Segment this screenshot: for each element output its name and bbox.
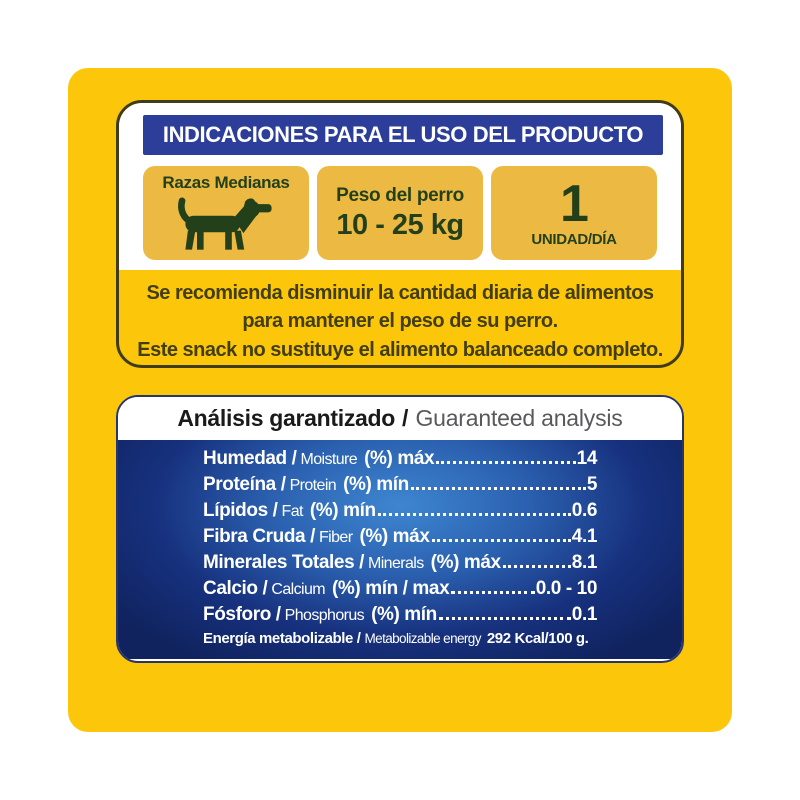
row-name-es: Proteína / (203, 474, 286, 495)
dot-leader (438, 617, 571, 620)
row-value: 4.1 (571, 526, 598, 547)
row-name-es: Humedad / (203, 448, 297, 469)
dot-leader (410, 487, 586, 490)
row-name-en: Moisture (300, 451, 358, 468)
package-background: INDICACIONES PARA EL USO DEL PRODUCTO Ra… (68, 68, 732, 732)
daily-unit-box: 1 UNIDAD/DÍA (491, 166, 657, 260)
table-row: Calcio / Calcium (%) mín / max 0.0 - 10 (203, 578, 597, 604)
row-name-en: Fat (281, 503, 304, 520)
row-name-es: Minerales Totales / (203, 552, 364, 573)
recommendation-line: para mantener el peso de su perro. (242, 310, 558, 333)
row-value: 5 (586, 474, 598, 495)
row-name-en: Protein (289, 477, 337, 494)
row-name-en: Calcium (271, 581, 325, 598)
row-spec: (%) mín (371, 604, 437, 625)
table-row: Fósforo / Phosphorus (%) mín 0.1 (203, 604, 597, 630)
analysis-title-es: Análisis garantizado (177, 405, 396, 431)
analysis-table: Humedad / Moisture (%) máx 14 Proteína /… (118, 440, 682, 659)
recommendation-line: Se recomienda disminuir la cantidad diar… (146, 282, 654, 304)
row-value: 0.1 (571, 604, 598, 625)
daily-unit-value: 1 (560, 175, 589, 233)
analysis-card: Análisis garantizado / Guaranteed analys… (116, 395, 684, 663)
usage-card: INDICACIONES PARA EL USO DEL PRODUCTO Ra… (116, 100, 684, 368)
weight-box-title: Peso del perro (336, 184, 464, 206)
row-value: 14 (576, 448, 598, 469)
dot-leader (502, 565, 571, 568)
dot-leader (451, 591, 535, 594)
row-spec: (%) máx (430, 552, 501, 573)
row-spec: (%) mín / max (331, 578, 450, 599)
table-row: Humedad / Moisture (%) máx 14 (203, 448, 597, 474)
analysis-rows: Humedad / Moisture (%) máx 14 Proteína /… (203, 448, 597, 656)
row-value: 292 Kcal/100 g. (486, 630, 589, 647)
analysis-header: Análisis garantizado / Guaranteed analys… (118, 397, 682, 440)
recommendation-line: Este snack no sustituye el alimento bala… (137, 338, 663, 361)
daily-unit-label: UNIDAD/DÍA (531, 231, 617, 248)
dog-silhouette-icon (178, 197, 272, 250)
row-name-es: Fósforo / (203, 604, 281, 625)
row-value: 8.1 (571, 552, 598, 573)
weight-box-value: 10 - 25 kg (336, 208, 464, 241)
recommendation-text: Se recomienda disminuir la cantidad diar… (119, 270, 681, 364)
dot-leader (377, 513, 571, 516)
usage-boxes-row: Razas Medianas (143, 166, 657, 260)
table-row: Proteína / Protein (%) mín 5 (203, 474, 597, 500)
row-name-en: Metabolizable energy (364, 631, 482, 646)
row-name-en: Fiber (318, 529, 353, 546)
row-spec: (%) mín (343, 474, 409, 495)
row-spec: (%) máx (359, 526, 430, 547)
usage-header-bar: INDICACIONES PARA EL USO DEL PRODUCTO (143, 115, 663, 155)
row-name-en: Minerals (368, 555, 424, 572)
row-spec: (%) máx (364, 448, 435, 469)
row-name-es: Lípidos / (203, 500, 278, 521)
breed-box-title: Razas Medianas (162, 173, 290, 192)
row-spec: (%) mín (309, 500, 376, 521)
table-row: Minerales Totales / Minerals (%) máx 8.1 (203, 552, 597, 578)
row-name-es: Calcio / (203, 578, 268, 599)
usage-header-title: INDICACIONES PARA EL USO DEL PRODUCTO (162, 122, 644, 147)
table-row: Lípidos / Fat (%) mín 0.6 (203, 500, 597, 526)
row-name-es: Energía metabolizable / (203, 630, 361, 647)
row-value: 0.0 - 10 (535, 578, 598, 599)
analysis-title-separator: / (402, 405, 409, 431)
usage-card-top: INDICACIONES PARA EL USO DEL PRODUCTO Ra… (119, 103, 681, 270)
dot-leader (431, 539, 571, 542)
row-name-es: Fibra Cruda / (203, 526, 315, 547)
weight-box: Peso del perro 10 - 25 kg (317, 166, 483, 260)
table-row-energy: Energía metabolizable / Metabolizable en… (203, 630, 597, 656)
dot-leader (436, 461, 576, 464)
row-value: 0.6 (571, 500, 598, 521)
breed-box: Razas Medianas (143, 166, 309, 260)
table-row: Fibra Cruda / Fiber (%) máx 4.1 (203, 526, 597, 552)
analysis-title-en: Guaranteed analysis (415, 405, 623, 431)
row-name-en: Phosphorus (284, 607, 365, 624)
